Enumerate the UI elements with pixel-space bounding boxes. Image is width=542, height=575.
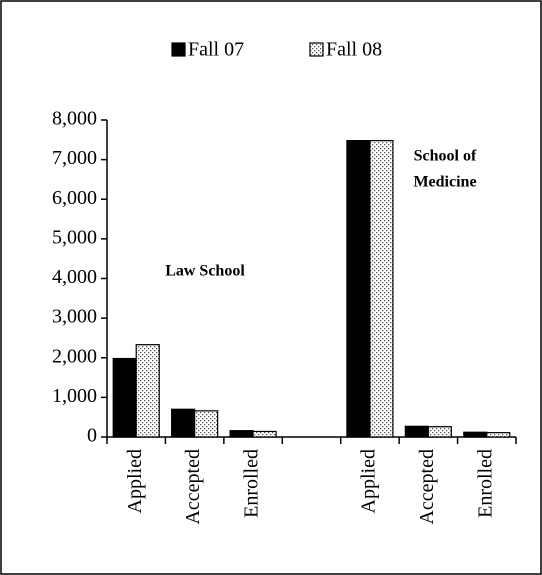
y-tick-label: 0 xyxy=(87,425,97,447)
legend-swatch xyxy=(309,42,324,57)
bar xyxy=(463,431,488,438)
bar xyxy=(404,425,429,438)
x-tick-label: Applied xyxy=(358,449,380,513)
bar xyxy=(229,430,254,438)
bar xyxy=(486,432,511,438)
bar xyxy=(194,410,219,438)
y-tick-label: 6,000 xyxy=(52,187,97,209)
x-tick-label: Accepted xyxy=(182,449,204,525)
bar xyxy=(346,140,371,438)
annotation: School of xyxy=(414,148,477,165)
y-tick-label: 8,000 xyxy=(52,108,97,130)
x-tick-label: Enrolled xyxy=(241,449,263,518)
annotation: Medicine xyxy=(413,174,476,191)
bar xyxy=(369,140,394,438)
bar xyxy=(252,430,277,438)
bar xyxy=(171,408,196,438)
bar xyxy=(135,344,160,438)
annotation: Law School xyxy=(165,263,245,280)
y-tick-label: 1,000 xyxy=(52,385,97,407)
legend-label: Fall 08 xyxy=(326,39,382,61)
x-tick-label: Applied xyxy=(124,449,146,513)
bar xyxy=(112,357,137,438)
legend-swatch xyxy=(171,42,186,57)
x-tick-label: Enrolled xyxy=(474,449,496,518)
y-tick-label: 4,000 xyxy=(52,266,97,288)
y-tick-label: 2,000 xyxy=(52,345,97,367)
y-tick-label: 7,000 xyxy=(52,147,97,169)
bar xyxy=(427,426,452,438)
y-tick-label: 3,000 xyxy=(52,306,97,328)
y-tick-label: 5,000 xyxy=(52,226,97,248)
legend-label: Fall 07 xyxy=(188,39,244,61)
x-tick-label: Accepted xyxy=(416,449,438,525)
